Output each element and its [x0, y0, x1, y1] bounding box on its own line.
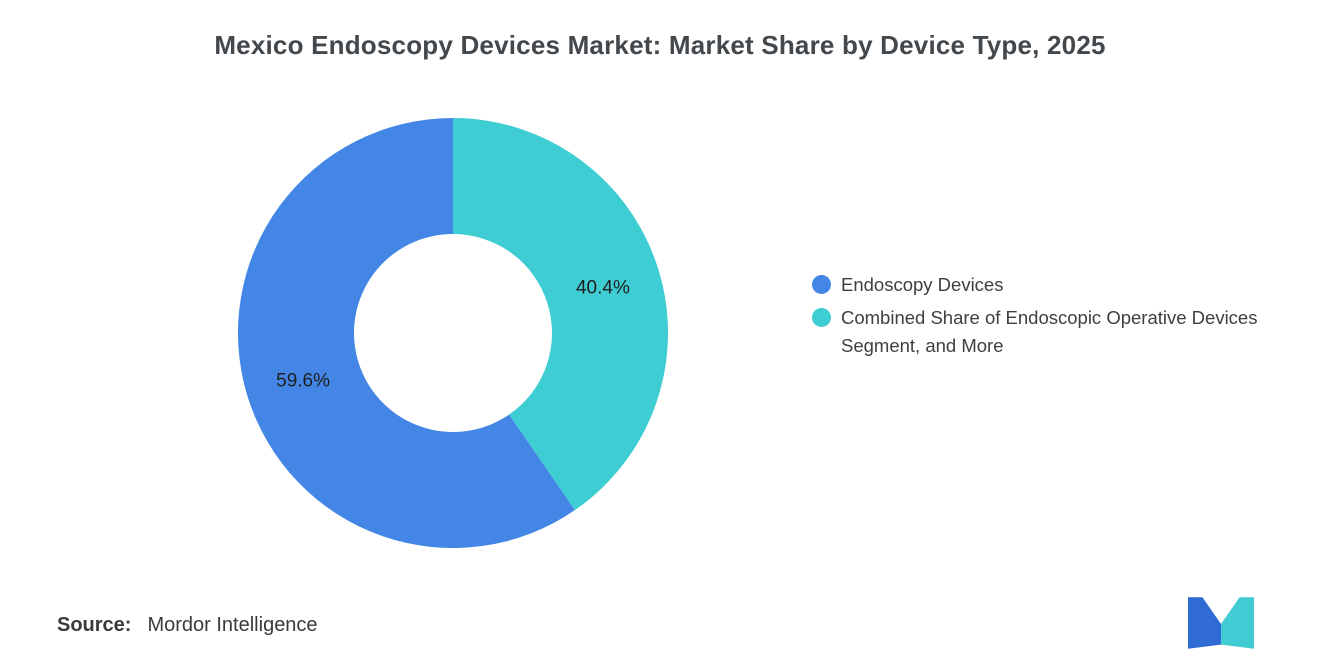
donut-slice: [453, 118, 668, 511]
chart-legend: Endoscopy Devices Combined Share of Endos…: [812, 271, 1292, 360]
donut-chart: 59.6% 40.4%: [233, 113, 673, 553]
legend-item-label: Combined Share of Endoscopic Operative D…: [841, 307, 1258, 356]
slice-data-label: 59.6%: [276, 371, 330, 392]
chart-title: Mexico Endoscopy Devices Market: Market …: [214, 30, 1106, 60]
legend-marker: [812, 275, 831, 294]
legend-marker: [812, 308, 831, 327]
legend-item: Combined Share of Endoscopic Operative D…: [812, 304, 1292, 360]
mordor-intelligence-logo: [1188, 597, 1254, 651]
legend-item-label: Endoscopy Devices: [841, 274, 1004, 295]
donut-svg: 59.6% 40.4%: [237, 118, 668, 548]
source-label: Source:: [57, 614, 132, 636]
logo-right-shape: [1221, 597, 1254, 649]
slice-data-label: 40.4%: [576, 277, 630, 298]
legend-item: Endoscopy Devices: [812, 271, 1292, 299]
source-value: Mordor Intelligence: [147, 614, 318, 636]
mordor-logo-svg: [1188, 597, 1254, 649]
donut-slice: [237, 118, 575, 548]
source-line: Source: Mordor Intelligence: [57, 614, 318, 637]
logo-left-shape: [1188, 597, 1221, 649]
